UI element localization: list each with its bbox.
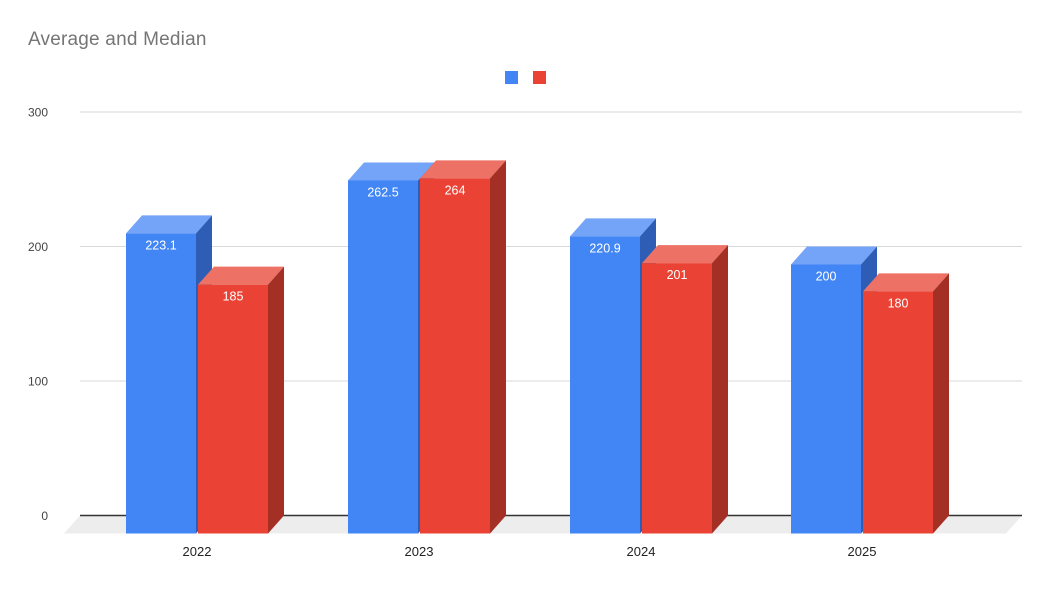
legend-swatch-2 [533, 71, 546, 84]
x-axis-category-label: 2022 [183, 544, 212, 559]
bar-top-face-2025-s2 [863, 273, 949, 292]
bar-side-face-2022-s2 [268, 266, 284, 534]
bar-value-label: 223.1 [145, 238, 176, 252]
bar-top-face-2022-s1 [126, 215, 212, 234]
bar-top-face-2022-s2 [198, 266, 284, 285]
bar-top-face-2024-s1 [570, 218, 656, 237]
bar-value-label: 200 [816, 270, 837, 284]
chart-legend [505, 71, 546, 84]
legend-swatch-1 [505, 71, 518, 84]
bar-value-label: 185 [223, 290, 244, 304]
x-axis-category-label: 2024 [627, 544, 656, 559]
bar-2025-s1 [791, 264, 861, 534]
bar-value-label: 180 [888, 296, 909, 310]
bar-side-face-2023-s2 [490, 160, 506, 534]
chart-title: Average and Median [28, 29, 207, 50]
bar-top-face-2023-s1 [348, 162, 434, 181]
x-axis-category-label: 2023 [405, 544, 434, 559]
y-axis-tick-label: 200 [28, 240, 48, 254]
bar-side-face-2025-s2 [933, 273, 949, 534]
bar-value-label: 262.5 [367, 185, 398, 199]
bar-2022-s2 [198, 284, 268, 534]
bar-value-label: 264 [445, 183, 466, 197]
y-axis-tick-label: 300 [28, 105, 48, 119]
bar-top-face-2023-s2 [420, 160, 506, 179]
bar-2025-s2 [863, 291, 933, 534]
bar-2023-s2 [420, 178, 490, 534]
y-axis-tick-label: 0 [41, 509, 48, 523]
bar-side-face-2024-s2 [712, 245, 728, 534]
x-axis-category-label: 2025 [848, 544, 877, 559]
bar-2022-s1 [126, 233, 196, 534]
bar-2023-s1 [348, 180, 418, 534]
bar-value-label: 201 [667, 268, 688, 282]
chart-floor [64, 515, 1022, 534]
y-axis-tick-label: 100 [28, 374, 48, 388]
bar-value-label: 220.9 [589, 241, 620, 255]
bar-top-face-2024-s2 [642, 245, 728, 264]
bar-2024-s1 [570, 236, 640, 534]
bar-top-face-2025-s1 [791, 246, 877, 265]
bar-2024-s2 [642, 263, 712, 534]
